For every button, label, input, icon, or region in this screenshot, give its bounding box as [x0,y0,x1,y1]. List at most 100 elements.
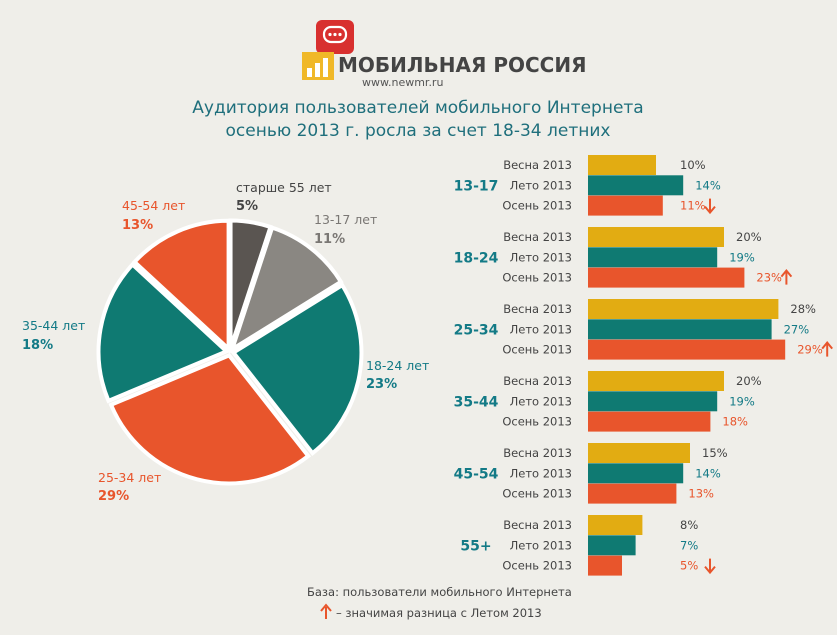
bar-45-54-3 [588,483,677,504]
bar-value: 19% [729,394,755,408]
logo-dot-3 [338,32,342,37]
logo-dot-2 [333,32,337,37]
arrow-up-icon [780,269,793,285]
bar-group-55+: 55+ Весна 2013 8% Лето 2013 7% Осень 2013 5% [460,515,716,576]
footer-base: База: пользователи мобильного Интернета [307,585,572,599]
logo-chat-icon [316,20,354,54]
footer-arrow-up-icon [320,603,332,619]
bar-45-54-2 [588,463,684,484]
bar-value: 11% [680,199,706,213]
series-label: Весна 2013 [503,446,572,460]
series-label: Весна 2013 [503,230,572,244]
logo-chart-bar-3 [323,58,328,77]
pie-slice-4 [108,352,312,486]
group-label: 25-34 [454,322,499,338]
series-label: Осень 2013 [502,487,572,501]
bar-value: 8% [680,518,698,532]
series-label: Весна 2013 [503,374,572,388]
bar-13-17-3 [588,195,663,216]
title-line-1: Аудитория пользователей мобильного Интер… [192,98,643,118]
group-label: 45-54 [454,466,499,482]
bar-value: 28% [790,302,816,316]
bar-group-35-44: 35-44 Весна 2013 20% Лето 2013 19% Осень 2013… [454,371,762,432]
pie-label-2: 13-17 лет [314,212,377,227]
bar-value: 5% [680,559,698,573]
pie-value-4: 29% [98,489,129,504]
bar-value: 20% [736,374,762,388]
bar-group-45-54: 45-54 Весна 2013 15% Лето 2013 14% Осень 2013… [454,443,728,504]
group-label: 55+ [460,538,491,554]
series-label: Осень 2013 [502,271,572,285]
pie-labels: старше 55 лет 5% 13-17 лет 11% 18-24 лет 23% 2… [22,180,429,504]
bar-value: 27% [784,322,810,336]
pie-label-4: 25-34 лет [98,470,161,485]
logo-chat-bubble [322,25,348,44]
pie-slice-2 [228,225,344,354]
bar-25-34-1 [588,299,779,319]
logo-brand: МОБИЛЬНАЯ РОССИЯ [338,53,586,77]
footer-note: – значимая разница с Летом 2013 [336,606,542,620]
bar-value: 23% [756,271,782,285]
logo-chart-bar-1 [307,68,312,77]
bar-13-17-2 [588,175,684,196]
arrow-down-icon [704,198,716,215]
series-label: Осень 2013 [502,415,572,429]
bar-35-44-3 [588,411,711,432]
bar-value: 18% [722,415,748,429]
arrow-up-icon [821,341,833,357]
pie-chart [96,218,364,486]
bar-55+-2 [588,535,636,556]
bar-45-54-1 [588,443,690,463]
pie-value-1: 5% [236,199,258,214]
series-label: Лето 2013 [510,250,572,264]
logo-chart-bar-2 [315,63,320,77]
bar-35-44-2 [588,391,718,412]
bar-25-34-2 [588,319,772,340]
pie-value-2: 11% [314,232,345,247]
bar-value: 13% [688,487,714,501]
pie-label-5: 35-44 лет [22,318,85,333]
bar-25-34-3 [588,339,786,360]
pie-value-3: 23% [366,377,397,392]
arrow-down-icon [704,558,716,575]
bar-value: 20% [736,230,762,244]
bar-13-17-1 [588,155,656,175]
pie-slice-6 [131,218,231,354]
title-line-2: осенью 2013 г. росла за счет 18-34 летни… [226,121,611,141]
series-label: Весна 2013 [503,158,572,172]
bar-55+-1 [588,515,643,535]
bar-value: 19% [729,250,755,264]
bar-group-18-24: 18-24 Весна 2013 20% Лето 2013 19% Осень 2013… [454,227,793,288]
bar-value: 29% [797,343,823,357]
series-label: Осень 2013 [502,559,572,573]
series-label: Лето 2013 [510,466,572,480]
logo: МОБИЛЬНАЯ РОССИЯ www.newmr.ru [302,20,586,89]
pie-label-6: 45-54 лет [122,198,185,213]
bar-value: 14% [695,466,721,480]
bar-18-24-3 [588,267,745,288]
bar-55+-3 [588,555,622,576]
pie-value-6: 13% [122,218,153,233]
series-label: Весна 2013 [503,518,572,532]
pie-value-5: 18% [22,338,53,353]
series-label: Осень 2013 [502,199,572,213]
series-label: Осень 2013 [502,343,572,357]
bar-35-44-1 [588,371,724,391]
group-label: 18-24 [454,250,499,266]
series-label: Лето 2013 [510,394,572,408]
bar-chart: 13-17 Весна 2013 10% Лето 2013 14% Осень 2013… [454,155,833,576]
series-label: Весна 2013 [503,302,572,316]
bar-group-13-17: 13-17 Весна 2013 10% Лето 2013 14% Осень 2013… [454,155,721,216]
pie-slice-3 [230,282,364,457]
pie-label-1: старше 55 лет [236,180,332,195]
series-label: Лето 2013 [510,538,572,552]
group-label: 13-17 [454,178,499,194]
group-label: 35-44 [454,394,499,410]
bar-group-25-34: 25-34 Весна 2013 28% Лето 2013 27% Осень 2013… [454,299,833,360]
bar-18-24-1 [588,227,724,247]
bar-value: 15% [702,446,728,460]
series-label: Лето 2013 [510,322,572,336]
logo-url: www.newmr.ru [362,76,443,89]
bar-value: 10% [680,158,706,172]
